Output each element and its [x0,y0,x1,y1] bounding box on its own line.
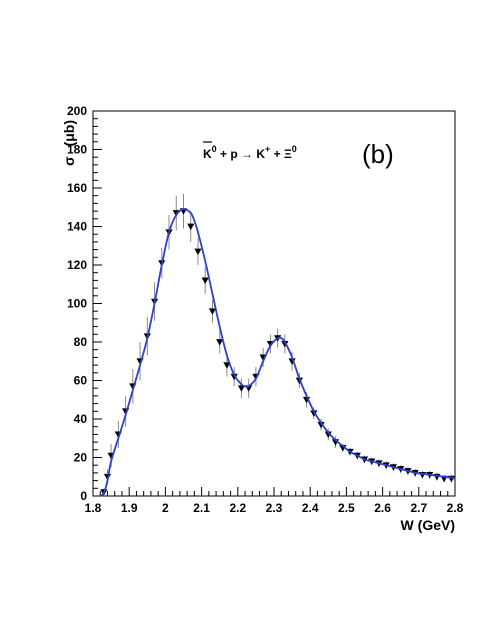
data-point [208,308,217,315]
reaction-equation: K0 + p → K+ + Ξ0 [203,144,297,161]
error-bars [103,193,452,496]
reaction-arrow: → [241,147,253,161]
y-tick-label: 0 [80,489,87,503]
x-tick-label: 1.9 [121,501,138,515]
y-tick-label: 60 [74,374,88,388]
x-axis-ticks: 1.8 1.9 2 2.1 2.2 2.3 2.4 2.5 2.6 2.7 2.8 [85,487,464,515]
y-tick-label: 40 [74,412,88,426]
data-point [317,421,325,429]
y-tick-label: 180 [67,143,87,157]
x-tick-label: 2.6 [374,501,391,515]
x-tick-label: 1.8 [85,501,102,515]
data-point [237,385,246,392]
y-tick-label: 80 [74,335,88,349]
y-tick-label: 160 [67,181,87,195]
x-tick-label: 2.7 [410,501,427,515]
fit-curve-group [99,208,456,497]
reaction-kplus: K [253,147,265,161]
y-tick-label: 20 [74,451,88,465]
x-tick-label: 2.2 [229,501,246,515]
data-point [194,248,202,256]
y-axis-ticks: 0 20 40 60 80 100 120 140 160 180 200 [67,104,102,503]
y-tick-label: 120 [67,258,87,272]
y-tick-label: 200 [67,104,87,118]
y-axis-label: σ (μb) [61,120,77,166]
x-tick-label: 2.4 [302,501,319,515]
y-tick-label: 140 [67,220,87,234]
reaction-plus-p: + p [217,147,241,161]
y-axis-label-unit: (μb) [61,120,77,146]
fit-curve [99,208,456,497]
data-point [201,277,209,284]
reaction-annotation: K0 + p → K+ + Ξ0 [203,141,297,161]
x-tick-label: 2.8 [447,501,464,515]
x-tick-label: 2.5 [338,501,355,515]
data-point [216,339,224,346]
plot-frame [92,110,456,497]
data-markers [100,208,455,496]
reaction-k0: K [203,147,212,161]
y-tick-label: 100 [67,297,87,311]
reaction-kplus-sup: + [265,144,270,154]
data-point [187,223,195,231]
reaction-xi-sup: 0 [292,144,297,154]
data-point [230,373,238,381]
x-tick-label: 2 [162,501,169,515]
y-axis-label-sigma: σ [61,156,77,166]
data-point [281,341,289,348]
data-point [324,431,332,438]
plot-area [92,110,456,497]
x-tick-label: 2.1 [193,501,210,515]
x-tick-label: 2.3 [266,501,283,515]
data-point [310,410,318,417]
x-axis-label: W (GeV) [401,517,455,533]
reaction-plus-xi: + Ξ [270,147,292,161]
reaction-k0-sup: 0 [212,144,217,154]
panel-label: (b) [362,139,394,169]
